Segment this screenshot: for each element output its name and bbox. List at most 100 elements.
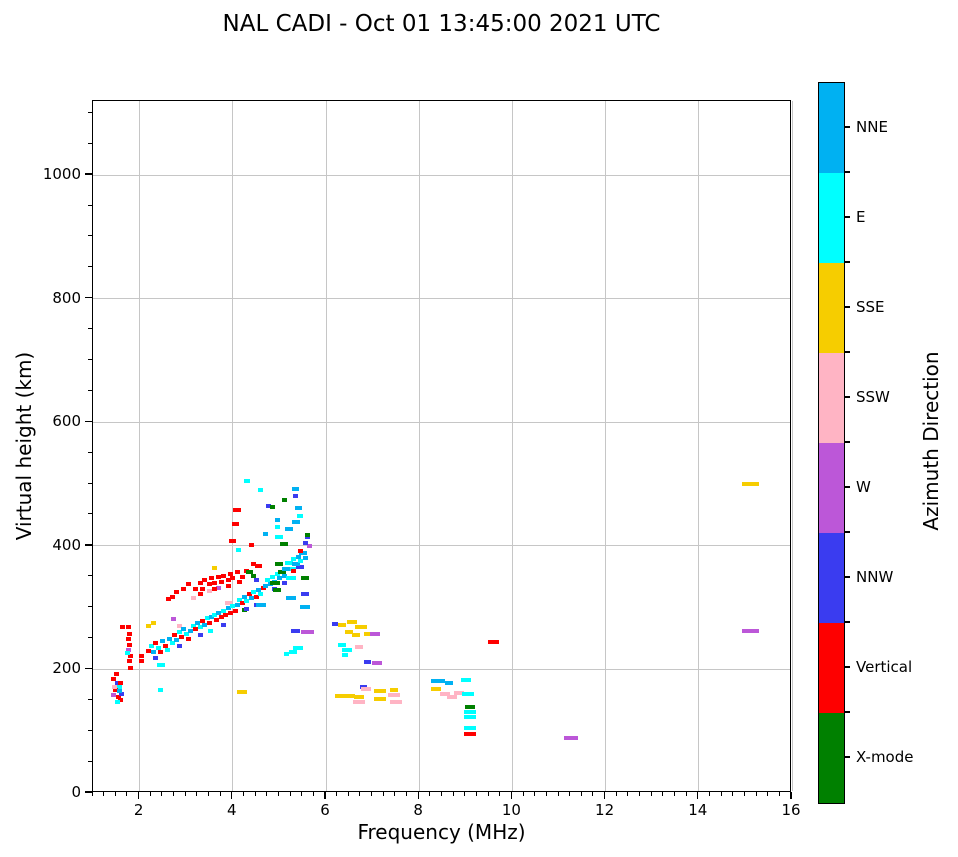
x-tick-minor	[650, 792, 652, 796]
y-tick-label: 200	[52, 659, 81, 678]
y-tick-label: 400	[52, 535, 81, 554]
colorbar-category-label: X-mode	[856, 748, 914, 766]
colorbar-category-label: SSE	[856, 298, 885, 316]
colorbar-tick	[844, 756, 850, 758]
y-tick-major	[85, 173, 92, 175]
data-point	[293, 645, 304, 650]
data-point	[269, 504, 275, 509]
data-point	[302, 540, 308, 545]
data-point	[255, 588, 261, 593]
y-tick-minor	[88, 328, 92, 330]
grid-line-x	[511, 101, 513, 791]
data-point	[741, 628, 759, 633]
x-tick-minor	[475, 792, 477, 796]
data-point	[197, 592, 203, 597]
colorbar-segment-nne	[819, 83, 844, 173]
data-point	[197, 633, 203, 638]
data-point	[116, 684, 122, 689]
data-point	[345, 630, 354, 635]
data-point	[255, 602, 266, 607]
data-point	[162, 643, 168, 648]
data-point	[200, 587, 205, 592]
y-tick-minor	[88, 513, 92, 515]
data-point	[155, 645, 161, 650]
data-point	[234, 570, 240, 575]
data-point	[112, 688, 118, 693]
y-tick-major	[85, 544, 92, 546]
data-point	[302, 556, 308, 561]
x-tick-minor	[487, 792, 489, 796]
data-point	[462, 692, 475, 697]
data-point	[207, 621, 212, 626]
data-point	[229, 538, 237, 543]
data-point	[363, 631, 372, 636]
data-point	[269, 580, 280, 585]
colorbar-tick	[844, 396, 850, 398]
colorbar-category-label: W	[856, 478, 871, 496]
data-point	[246, 592, 252, 597]
x-tick-minor	[266, 792, 268, 796]
data-point	[216, 585, 222, 590]
data-point	[334, 693, 345, 698]
data-point	[153, 640, 159, 645]
colorbar-category-label: SSW	[856, 388, 890, 406]
data-point	[218, 579, 224, 584]
data-point	[225, 577, 231, 582]
y-tick-minor	[88, 729, 92, 731]
data-point	[120, 625, 126, 630]
data-point	[332, 621, 339, 626]
data-point	[341, 652, 348, 657]
plot-area	[92, 100, 793, 792]
data-point	[353, 695, 364, 700]
data-point	[284, 561, 293, 566]
data-point	[190, 624, 196, 629]
x-tick-label: 16	[781, 801, 801, 819]
data-point	[127, 666, 133, 671]
data-point	[248, 596, 254, 601]
x-tick-label: 14	[688, 801, 708, 819]
data-point	[295, 554, 301, 559]
data-point	[151, 621, 157, 626]
data-point	[464, 726, 477, 731]
data-point	[211, 587, 217, 592]
data-point	[430, 687, 441, 692]
x-tick-minor	[336, 792, 338, 796]
data-point	[359, 684, 367, 689]
colorbar-category-label: Vertical	[856, 658, 913, 676]
data-point	[148, 643, 154, 648]
data-point	[126, 659, 132, 664]
grid-line-x	[139, 101, 141, 791]
data-point	[352, 699, 365, 704]
data-point	[172, 633, 178, 638]
data-point	[117, 681, 123, 686]
y-tick-label: 0	[71, 783, 81, 801]
y-tick-minor	[88, 142, 92, 144]
data-point	[244, 606, 250, 611]
data-point	[211, 566, 217, 571]
data-point	[244, 599, 250, 604]
colorbar-label: Azimuth Direction	[919, 351, 943, 531]
data-point	[369, 631, 380, 636]
x-tick-minor	[196, 792, 198, 796]
x-tick-minor	[720, 792, 722, 796]
data-point	[186, 636, 192, 641]
data-point	[298, 551, 307, 556]
data-point	[364, 660, 372, 664]
data-point	[111, 693, 116, 698]
data-point	[275, 562, 284, 567]
data-point	[114, 699, 120, 704]
y-tick-label: 600	[52, 412, 81, 431]
data-point	[273, 588, 282, 593]
data-point	[304, 532, 310, 537]
data-point	[167, 636, 173, 641]
x-tick-minor	[277, 792, 279, 796]
data-point	[274, 517, 280, 522]
data-point	[224, 600, 232, 605]
data-point	[117, 689, 123, 694]
data-point	[188, 629, 194, 634]
x-tick-label: 4	[227, 801, 237, 819]
data-point	[176, 643, 182, 648]
data-point	[346, 620, 357, 625]
data-point	[446, 694, 457, 699]
